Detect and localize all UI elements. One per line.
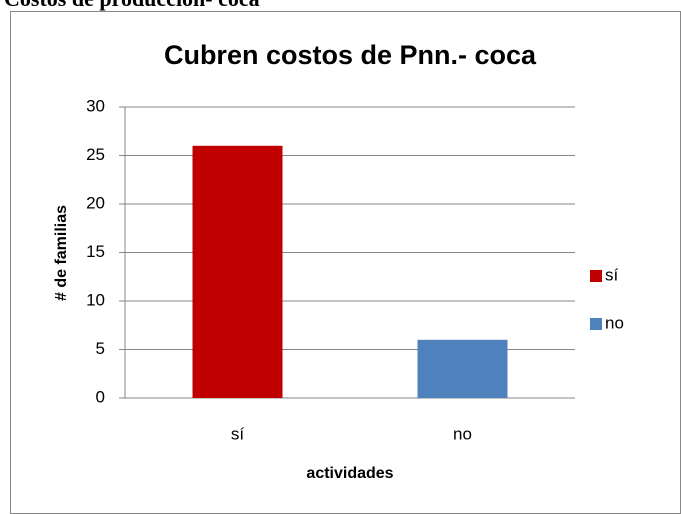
y-tick-label: 20 bbox=[86, 193, 105, 212]
y-tick-label: 30 bbox=[86, 96, 105, 115]
legend-label: sí bbox=[605, 265, 619, 284]
y-tick-label: 10 bbox=[86, 290, 105, 309]
chart-title: Cubren costos de Pnn.- coca bbox=[164, 40, 537, 70]
bar bbox=[417, 339, 508, 398]
legend-label: no bbox=[605, 313, 624, 332]
y-tick-label: 15 bbox=[86, 242, 105, 261]
x-tick-label: sí bbox=[231, 424, 245, 443]
legend-swatch bbox=[590, 270, 602, 282]
legend-swatch bbox=[590, 318, 602, 330]
y-tick-label: 25 bbox=[86, 145, 105, 164]
y-tick-label: 5 bbox=[96, 339, 105, 358]
page-header: Costos de producción- coca bbox=[4, 0, 260, 11]
y-axis-label: # de familias bbox=[53, 205, 70, 301]
x-tick-label: no bbox=[453, 424, 472, 443]
x-axis-label: actividades bbox=[306, 465, 393, 482]
chart-border bbox=[10, 11, 681, 514]
y-tick-label: 0 bbox=[96, 387, 105, 406]
bar bbox=[192, 145, 283, 398]
